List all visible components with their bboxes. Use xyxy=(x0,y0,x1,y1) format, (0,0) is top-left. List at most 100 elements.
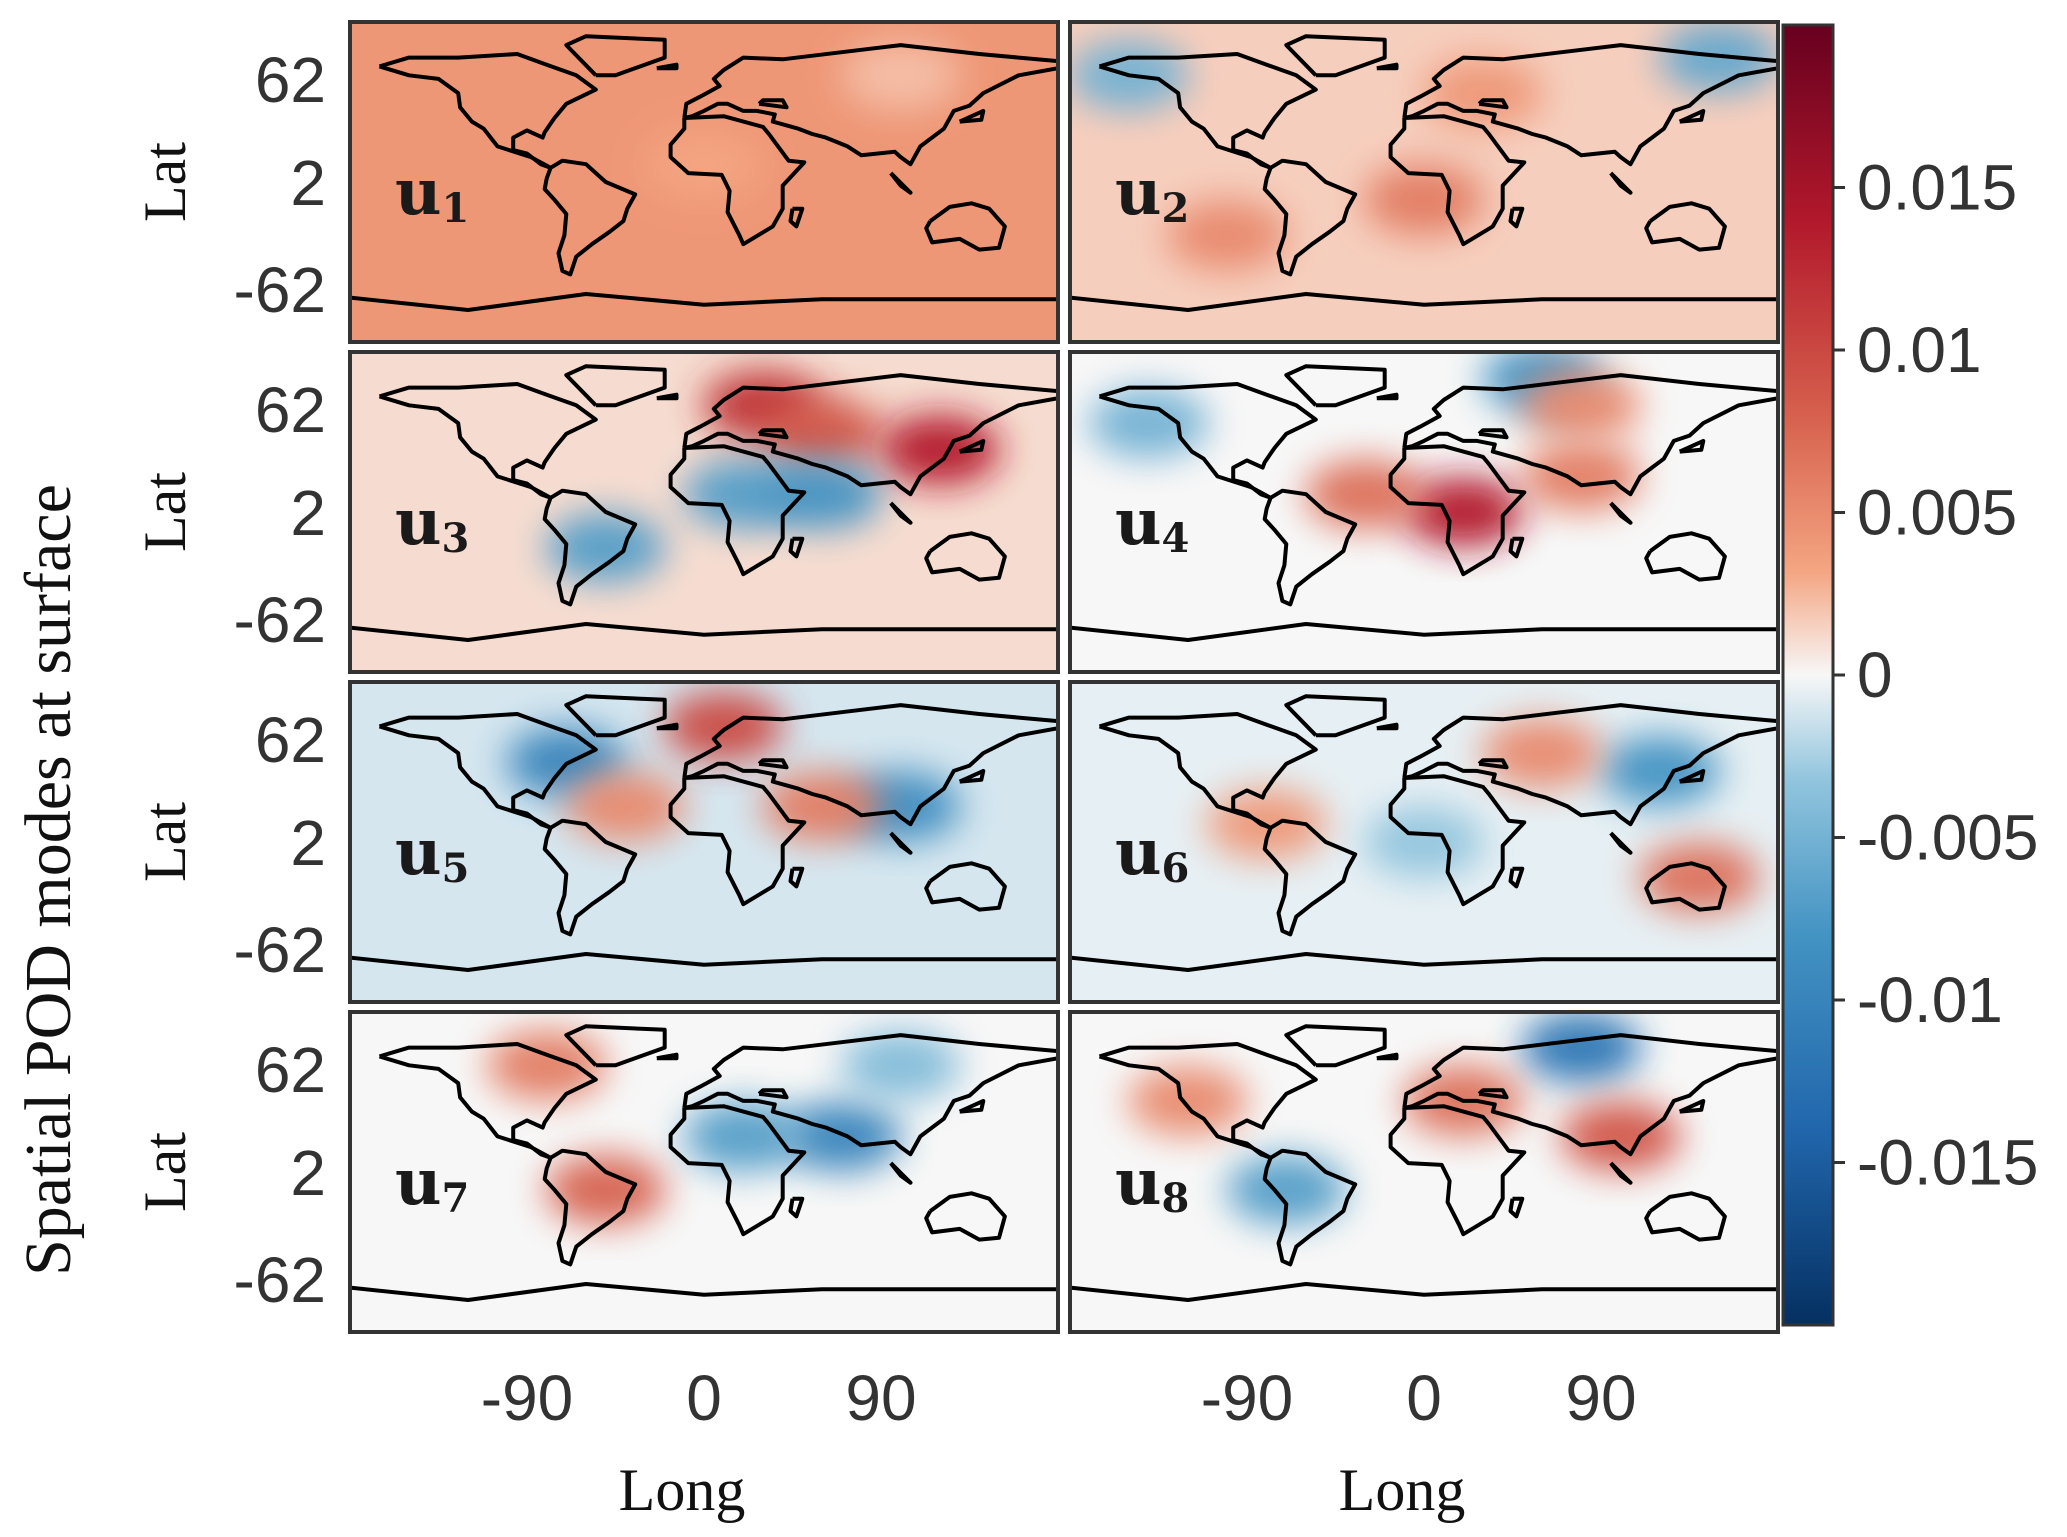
coastline xyxy=(1098,1042,1318,1160)
field-anomaly xyxy=(1088,388,1209,459)
coastline xyxy=(682,703,1058,827)
coastline xyxy=(1609,831,1633,855)
panel-field xyxy=(1070,352,1778,672)
field-anomaly xyxy=(1639,842,1760,913)
mode-index: 3 xyxy=(442,515,470,562)
coastline xyxy=(1388,444,1527,577)
coastline xyxy=(1609,501,1633,525)
coastline xyxy=(1477,98,1509,110)
coastline xyxy=(1098,382,1318,500)
mode-label: u6 xyxy=(1115,815,1189,892)
panel-border xyxy=(1068,20,1780,344)
x-tick-label: 0 xyxy=(686,1362,722,1434)
mode-letter: u xyxy=(1115,1145,1162,1220)
field-anomaly xyxy=(1226,1154,1347,1225)
x-tick-label: 90 xyxy=(1565,1362,1636,1434)
panel-3: u3 xyxy=(348,350,1060,674)
coastline xyxy=(1402,373,1778,497)
coastline xyxy=(682,1033,1058,1157)
field-anomaly xyxy=(1521,441,1642,512)
mode-label: u4 xyxy=(1115,485,1189,562)
y-axis-label: Lat xyxy=(132,802,198,882)
field-anomaly xyxy=(1403,477,1524,547)
mode-index: 7 xyxy=(442,1175,470,1222)
coastline xyxy=(1070,292,1778,312)
coastline xyxy=(1098,712,1318,830)
mode-label: u5 xyxy=(395,815,469,892)
coastline xyxy=(1508,866,1525,889)
colorbar-tick-label: 0.005 xyxy=(1857,477,2017,549)
field-anomaly xyxy=(1167,200,1288,271)
coastline xyxy=(788,866,805,889)
field-anomaly xyxy=(1521,1012,1642,1083)
coastline xyxy=(889,831,913,855)
coastline xyxy=(1402,703,1778,827)
mode-letter: u xyxy=(1115,485,1162,560)
coastline xyxy=(1284,34,1387,78)
mode-label: u1 xyxy=(395,155,469,232)
coastline xyxy=(656,392,679,401)
mode-letter: u xyxy=(1115,815,1162,890)
coastline xyxy=(350,292,1058,312)
field-anomaly xyxy=(1364,164,1484,235)
coastline xyxy=(958,1098,986,1114)
coastline xyxy=(668,774,807,907)
x-axes: -90 0 90 Long -90 0 90 Long xyxy=(481,1362,1637,1523)
y-tick-label: 62 xyxy=(255,1034,326,1106)
coastline xyxy=(564,34,667,78)
coastline xyxy=(350,1282,1058,1302)
coastline xyxy=(1376,62,1399,71)
panel-field xyxy=(350,22,1058,342)
mode-index: 1 xyxy=(442,185,470,232)
mode-index: 4 xyxy=(1162,515,1190,562)
coastline xyxy=(1376,722,1399,731)
field-anomaly xyxy=(1305,459,1425,530)
mode-letter: u xyxy=(395,155,442,230)
mode-index: 6 xyxy=(1162,845,1190,892)
coastline xyxy=(1098,52,1318,170)
colorbar-tick-label: -0.01 xyxy=(1857,964,2003,1036)
panel-field xyxy=(1070,22,1778,342)
coastline xyxy=(889,171,913,195)
colorbar-tick-label: -0.005 xyxy=(1857,802,2038,874)
colorbar: 0.015 0.01 0.005 0 -0.005 -0.01 -0.015 xyxy=(1781,23,2038,1327)
coastline xyxy=(542,488,638,607)
mode-label: u3 xyxy=(395,485,469,562)
coastline xyxy=(1070,1282,1778,1302)
coastline xyxy=(682,373,1058,497)
field-anomaly xyxy=(1364,807,1484,877)
coastline xyxy=(757,1088,789,1100)
panel-8: u8 xyxy=(1068,1010,1780,1334)
mode-label: u8 xyxy=(1115,1145,1189,1222)
coastline xyxy=(1402,43,1778,167)
x-tick-label: 0 xyxy=(1406,1362,1442,1434)
coastline xyxy=(788,536,805,559)
y-tick-label: -62 xyxy=(234,1244,327,1316)
panel-4: u4 xyxy=(1068,350,1780,674)
coastline xyxy=(378,1042,598,1160)
coastline xyxy=(924,861,1007,912)
coastline xyxy=(350,622,1058,642)
field-anomaly xyxy=(683,1101,804,1172)
coastline xyxy=(656,1052,679,1061)
panel-border xyxy=(1068,680,1780,1004)
coastline xyxy=(656,722,679,731)
coastline xyxy=(542,818,638,937)
coastline xyxy=(788,1196,805,1219)
y-axes: 62 2 -62 Lat 62 2 -62 Lat 62 2 -62 Lat 62 2 -62 Lat xyxy=(132,44,326,1316)
coastline xyxy=(1376,392,1399,401)
coastline xyxy=(668,114,807,247)
coastline xyxy=(1262,818,1358,937)
coastline xyxy=(1644,201,1727,252)
field-anomaly xyxy=(762,459,882,530)
panel-border xyxy=(348,680,1060,1004)
coastline xyxy=(668,444,807,577)
field-anomaly xyxy=(1560,1101,1681,1172)
coastline xyxy=(1644,861,1727,912)
field-anomaly xyxy=(840,1030,961,1101)
field-anomaly xyxy=(880,414,1000,485)
mode-index: 8 xyxy=(1162,1175,1190,1222)
coastline xyxy=(1388,774,1527,907)
coastline xyxy=(1284,364,1387,408)
